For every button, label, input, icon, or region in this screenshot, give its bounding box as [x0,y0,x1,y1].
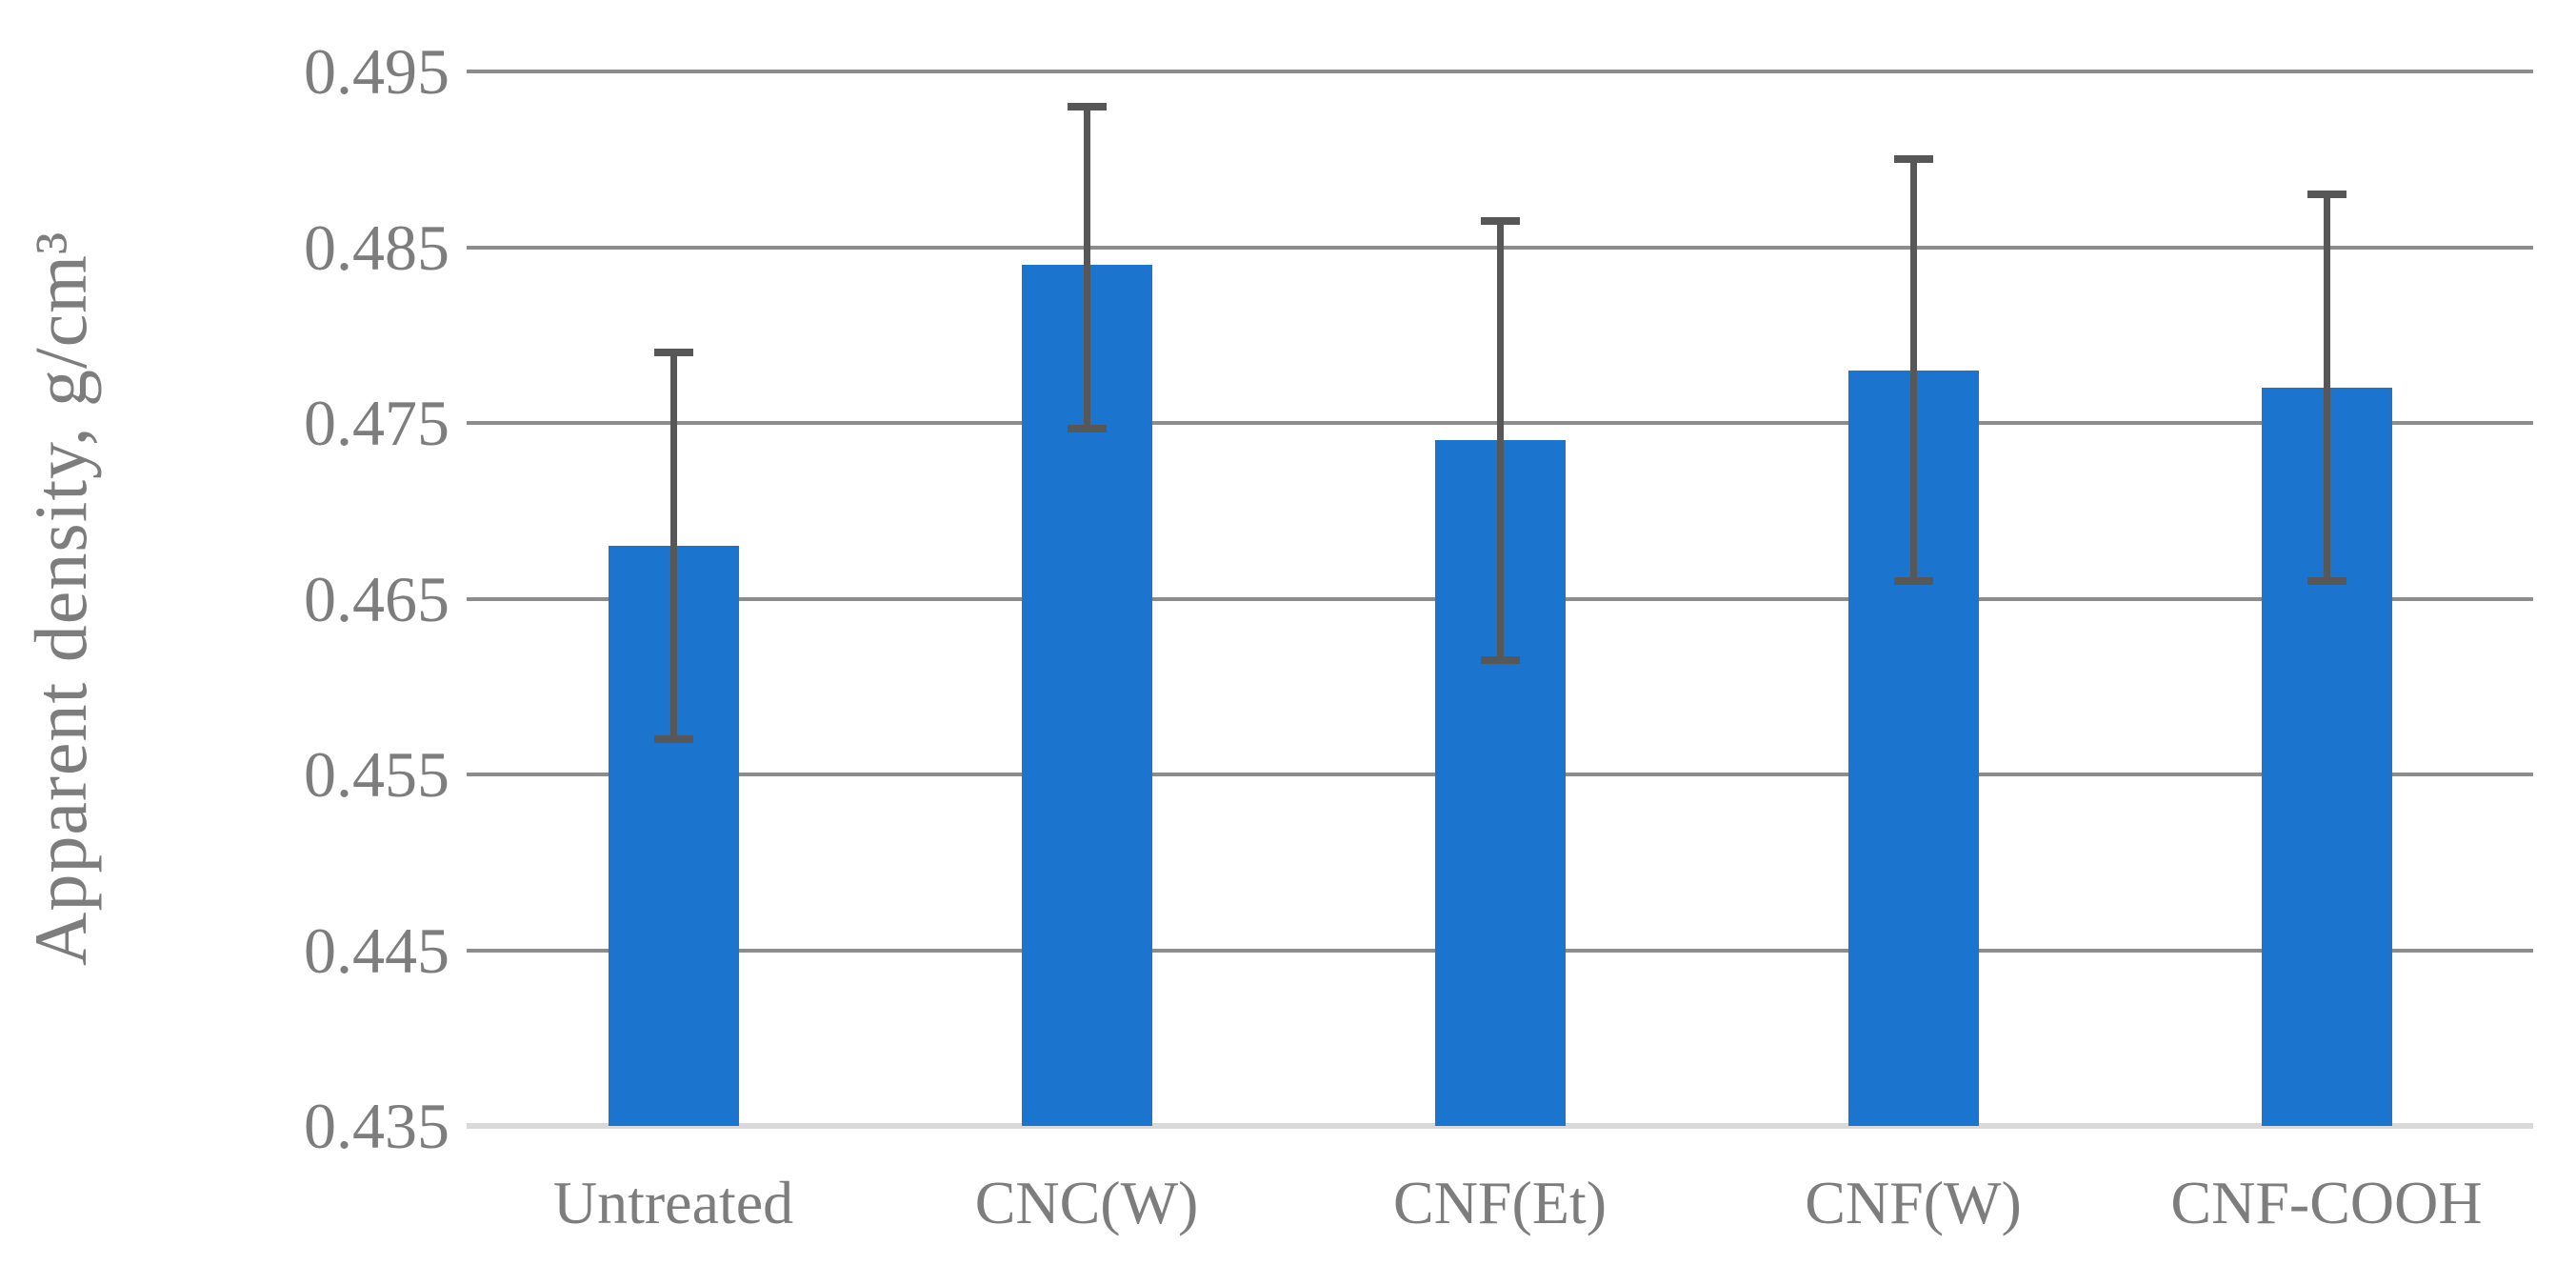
error-bar-cap-top [653,349,693,357]
y-tick-label: 0.465 [304,562,449,635]
y-tick-label: 0.475 [304,387,449,459]
error-bar-cap-bottom [1480,656,1520,665]
error-bar-cap-bottom [653,735,693,744]
y-tick-label: 0.495 [304,35,449,108]
y-tick-label: 0.485 [304,211,449,284]
error-bar-line [669,352,677,740]
error-bar-cap-bottom [1893,577,1933,586]
error-bar-cap-bottom [1067,424,1107,432]
x-axis-label: CNF-COOH [2170,1169,2483,1236]
error-bar-cap-top [1480,216,1520,225]
error-bar-cap-top [1067,102,1107,110]
x-axis-label: CNC(W) [974,1169,1199,1236]
y-tick-label: 0.445 [304,914,449,987]
error-bar-line [1083,106,1090,429]
gridline [467,70,2533,73]
x-axis-label: CNF(W) [1805,1169,2022,1236]
x-axis-line [467,1123,2533,1129]
y-tick-label: 0.455 [304,738,449,811]
error-bar-line [1496,220,1504,661]
error-bar-cap-bottom [2306,577,2346,586]
error-bar-cap-top [1893,155,1933,164]
error-bar-line [1909,159,1917,582]
error-bar-line [2323,194,2330,582]
x-axis-label: Untreated [552,1169,794,1236]
x-axis-label: CNF(Et) [1393,1169,1607,1236]
error-bar-cap-top [2306,191,2346,199]
y-tick-label: 0.435 [304,1090,449,1162]
